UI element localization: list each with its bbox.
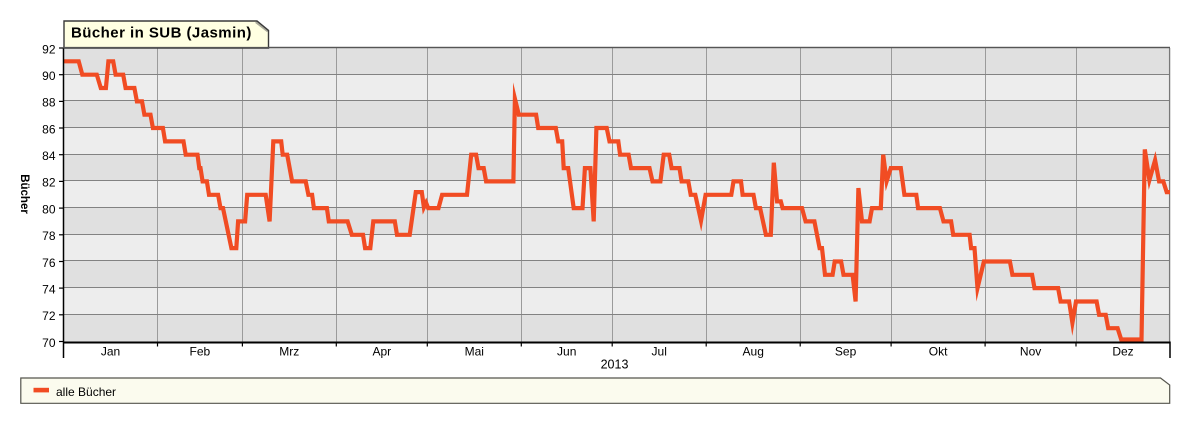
svg-text:74: 74 xyxy=(42,282,56,296)
svg-text:Sep: Sep xyxy=(835,345,857,359)
svg-text:92: 92 xyxy=(42,42,56,56)
svg-text:Bücher: Bücher xyxy=(18,174,30,214)
svg-text:90: 90 xyxy=(42,69,56,83)
svg-text:70: 70 xyxy=(42,336,56,350)
svg-text:2013: 2013 xyxy=(601,358,629,372)
svg-text:80: 80 xyxy=(42,202,56,216)
svg-text:82: 82 xyxy=(42,176,56,190)
svg-text:Feb: Feb xyxy=(190,345,211,359)
svg-text:Jul: Jul xyxy=(652,345,667,359)
svg-text:Mai: Mai xyxy=(465,345,484,359)
svg-text:Jun: Jun xyxy=(557,345,576,359)
svg-text:76: 76 xyxy=(42,256,56,270)
svg-text:Apr: Apr xyxy=(372,345,391,359)
svg-text:84: 84 xyxy=(42,149,56,163)
svg-text:Aug: Aug xyxy=(743,345,764,359)
svg-text:Bücher in SUB (Jasmin): Bücher in SUB (Jasmin) xyxy=(71,25,252,42)
svg-text:Jan: Jan xyxy=(101,345,120,359)
svg-text:Dez: Dez xyxy=(1112,345,1133,359)
svg-text:alle Bücher: alle Bücher xyxy=(56,385,116,399)
svg-text:Nov: Nov xyxy=(1020,345,1041,359)
svg-text:88: 88 xyxy=(42,96,56,110)
svg-text:Mrz: Mrz xyxy=(279,345,299,359)
svg-text:78: 78 xyxy=(42,229,56,243)
svg-text:Okt: Okt xyxy=(929,345,948,359)
svg-text:72: 72 xyxy=(42,309,56,323)
svg-text:86: 86 xyxy=(42,122,56,136)
